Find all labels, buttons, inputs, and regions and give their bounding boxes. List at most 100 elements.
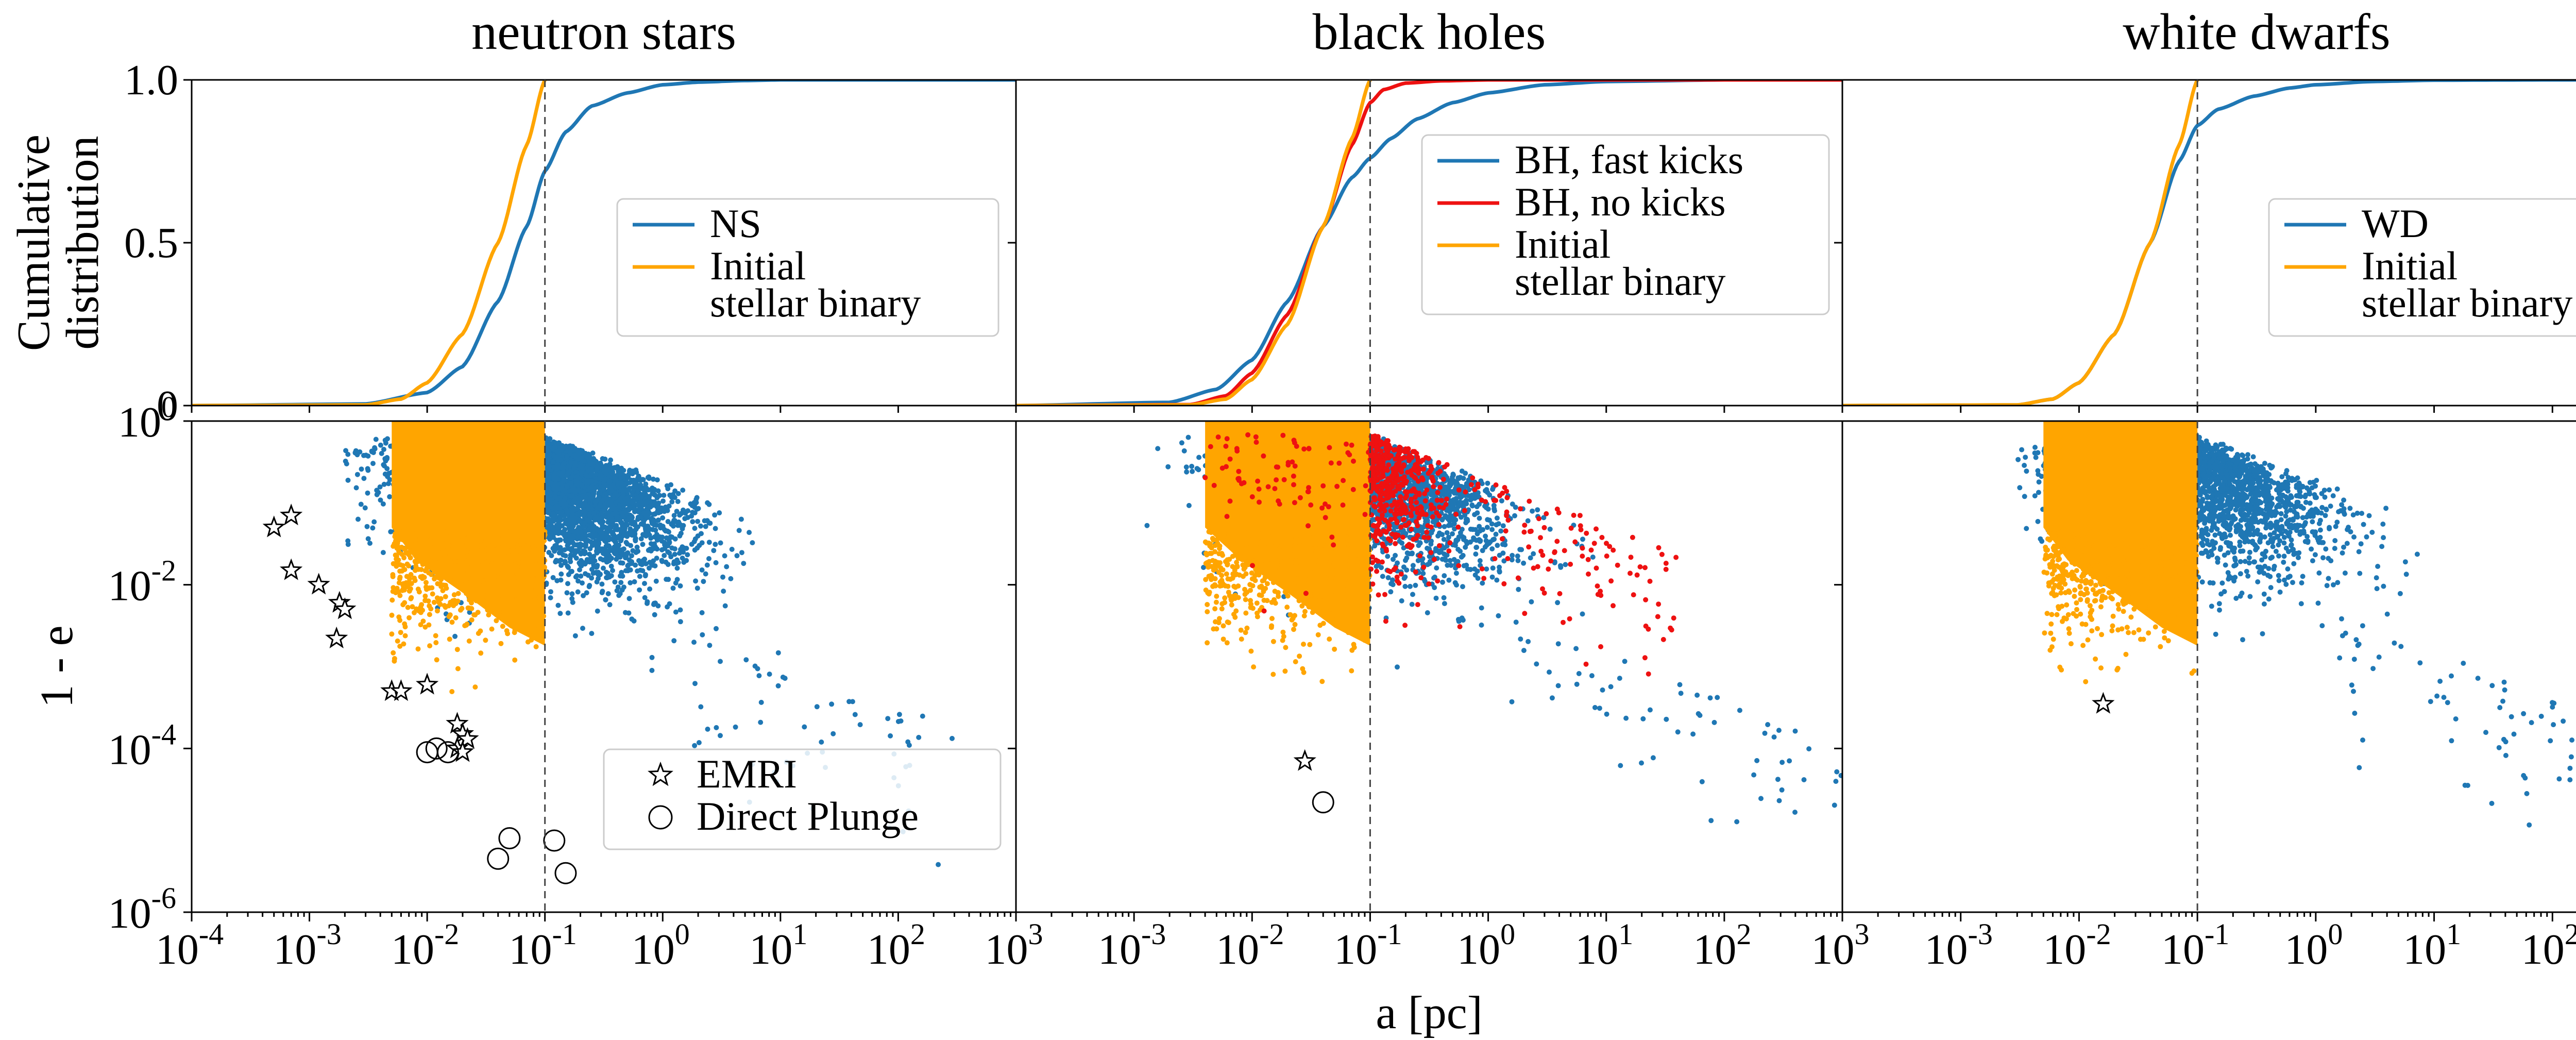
scatter-point <box>629 553 634 559</box>
scatter-point <box>556 440 562 446</box>
scatter-point <box>614 523 619 528</box>
scatter-point <box>699 610 705 615</box>
scatter-point <box>600 589 605 594</box>
scatter-point <box>574 542 580 548</box>
scatter-point <box>609 517 615 523</box>
scatter-point <box>548 595 553 600</box>
scatter-point <box>643 481 649 487</box>
scatter-point <box>629 616 635 622</box>
scatter-point <box>618 580 624 585</box>
scatter-point <box>565 610 571 616</box>
scatter-point <box>548 589 553 595</box>
scatter-point <box>677 583 683 589</box>
scatter-point <box>611 535 617 541</box>
scatter-point <box>563 501 568 507</box>
scatter-point <box>571 447 577 453</box>
scatter-point <box>558 511 564 516</box>
scatter-point <box>638 567 643 573</box>
scatter-point <box>552 548 557 554</box>
scatter-point <box>601 565 606 571</box>
scatter-point <box>552 444 557 449</box>
scatter-point <box>598 536 604 542</box>
scatter-point <box>672 488 678 494</box>
scatter-point <box>608 457 614 463</box>
scatter-point <box>669 545 675 551</box>
scatter-point <box>617 497 623 503</box>
scatter-point <box>677 607 683 613</box>
scatter-point <box>607 479 613 484</box>
scatter-point <box>665 519 671 524</box>
scatter-point <box>736 528 742 533</box>
scatter-point <box>706 540 712 545</box>
scatter-point <box>621 473 627 478</box>
scatter-point <box>567 528 573 533</box>
scatter-point <box>643 572 648 577</box>
scatter-point <box>606 544 612 549</box>
scatter-point <box>718 540 723 546</box>
scatter-point <box>634 549 640 554</box>
scatter-point <box>722 603 728 609</box>
scatter-point <box>632 579 637 584</box>
scatter-point <box>654 477 660 483</box>
scatter-point <box>642 526 648 531</box>
scatter-point <box>573 556 579 561</box>
scatter-point <box>662 546 668 551</box>
scatter-point <box>362 505 368 511</box>
scatter-point <box>665 486 671 492</box>
scatter-point <box>577 567 582 573</box>
scatter-point <box>724 564 730 569</box>
scatter-point <box>577 560 582 566</box>
scatter-point <box>552 543 558 549</box>
scatter-point <box>699 531 704 536</box>
scatter-point <box>699 567 705 573</box>
scatter-point <box>635 489 641 494</box>
scatter-point <box>677 619 683 625</box>
scatter-point <box>378 442 383 448</box>
scatter-point <box>550 511 556 517</box>
scatter-point <box>598 460 603 466</box>
scatter-point <box>569 493 574 499</box>
scatter-point <box>603 463 609 468</box>
scatter-point <box>352 450 358 456</box>
scatter-point <box>705 500 710 506</box>
scatter-point <box>685 552 690 558</box>
scatter-point <box>626 505 632 510</box>
scatter-point <box>556 537 562 543</box>
scatter-point <box>722 553 727 559</box>
scatter-point <box>694 585 700 591</box>
scatter-point <box>600 456 605 461</box>
scatter-point <box>671 517 677 523</box>
scatter-point <box>685 508 691 514</box>
scatter-point <box>660 498 666 504</box>
scatter-point <box>650 527 655 532</box>
scatter-point <box>691 539 697 544</box>
scatter-point <box>662 540 667 546</box>
scatter-point <box>634 544 640 550</box>
scatter-point <box>635 495 640 501</box>
scatter-point <box>739 550 744 556</box>
scatter-point <box>452 633 458 639</box>
scatter-point <box>706 556 711 561</box>
scatter-point <box>620 514 626 519</box>
scatter-point <box>682 545 687 551</box>
scatter-point <box>358 501 364 507</box>
scatter-point <box>713 526 718 531</box>
scatter-point <box>592 499 598 505</box>
scatter-point <box>381 481 387 487</box>
scatter-point <box>380 501 386 507</box>
scatter-point <box>638 482 643 488</box>
scatter-point <box>678 530 684 536</box>
scatter-point <box>642 581 647 586</box>
scatter-point <box>365 467 371 473</box>
scatter-point <box>580 580 585 586</box>
scatter-point <box>374 488 380 493</box>
scatter-point <box>629 561 635 566</box>
scatter-point <box>557 546 563 551</box>
scatter-point <box>713 560 719 565</box>
scatter-point <box>656 500 662 506</box>
scatter-point <box>361 476 367 481</box>
scatter-point <box>638 478 643 483</box>
scatter-point <box>580 626 585 631</box>
